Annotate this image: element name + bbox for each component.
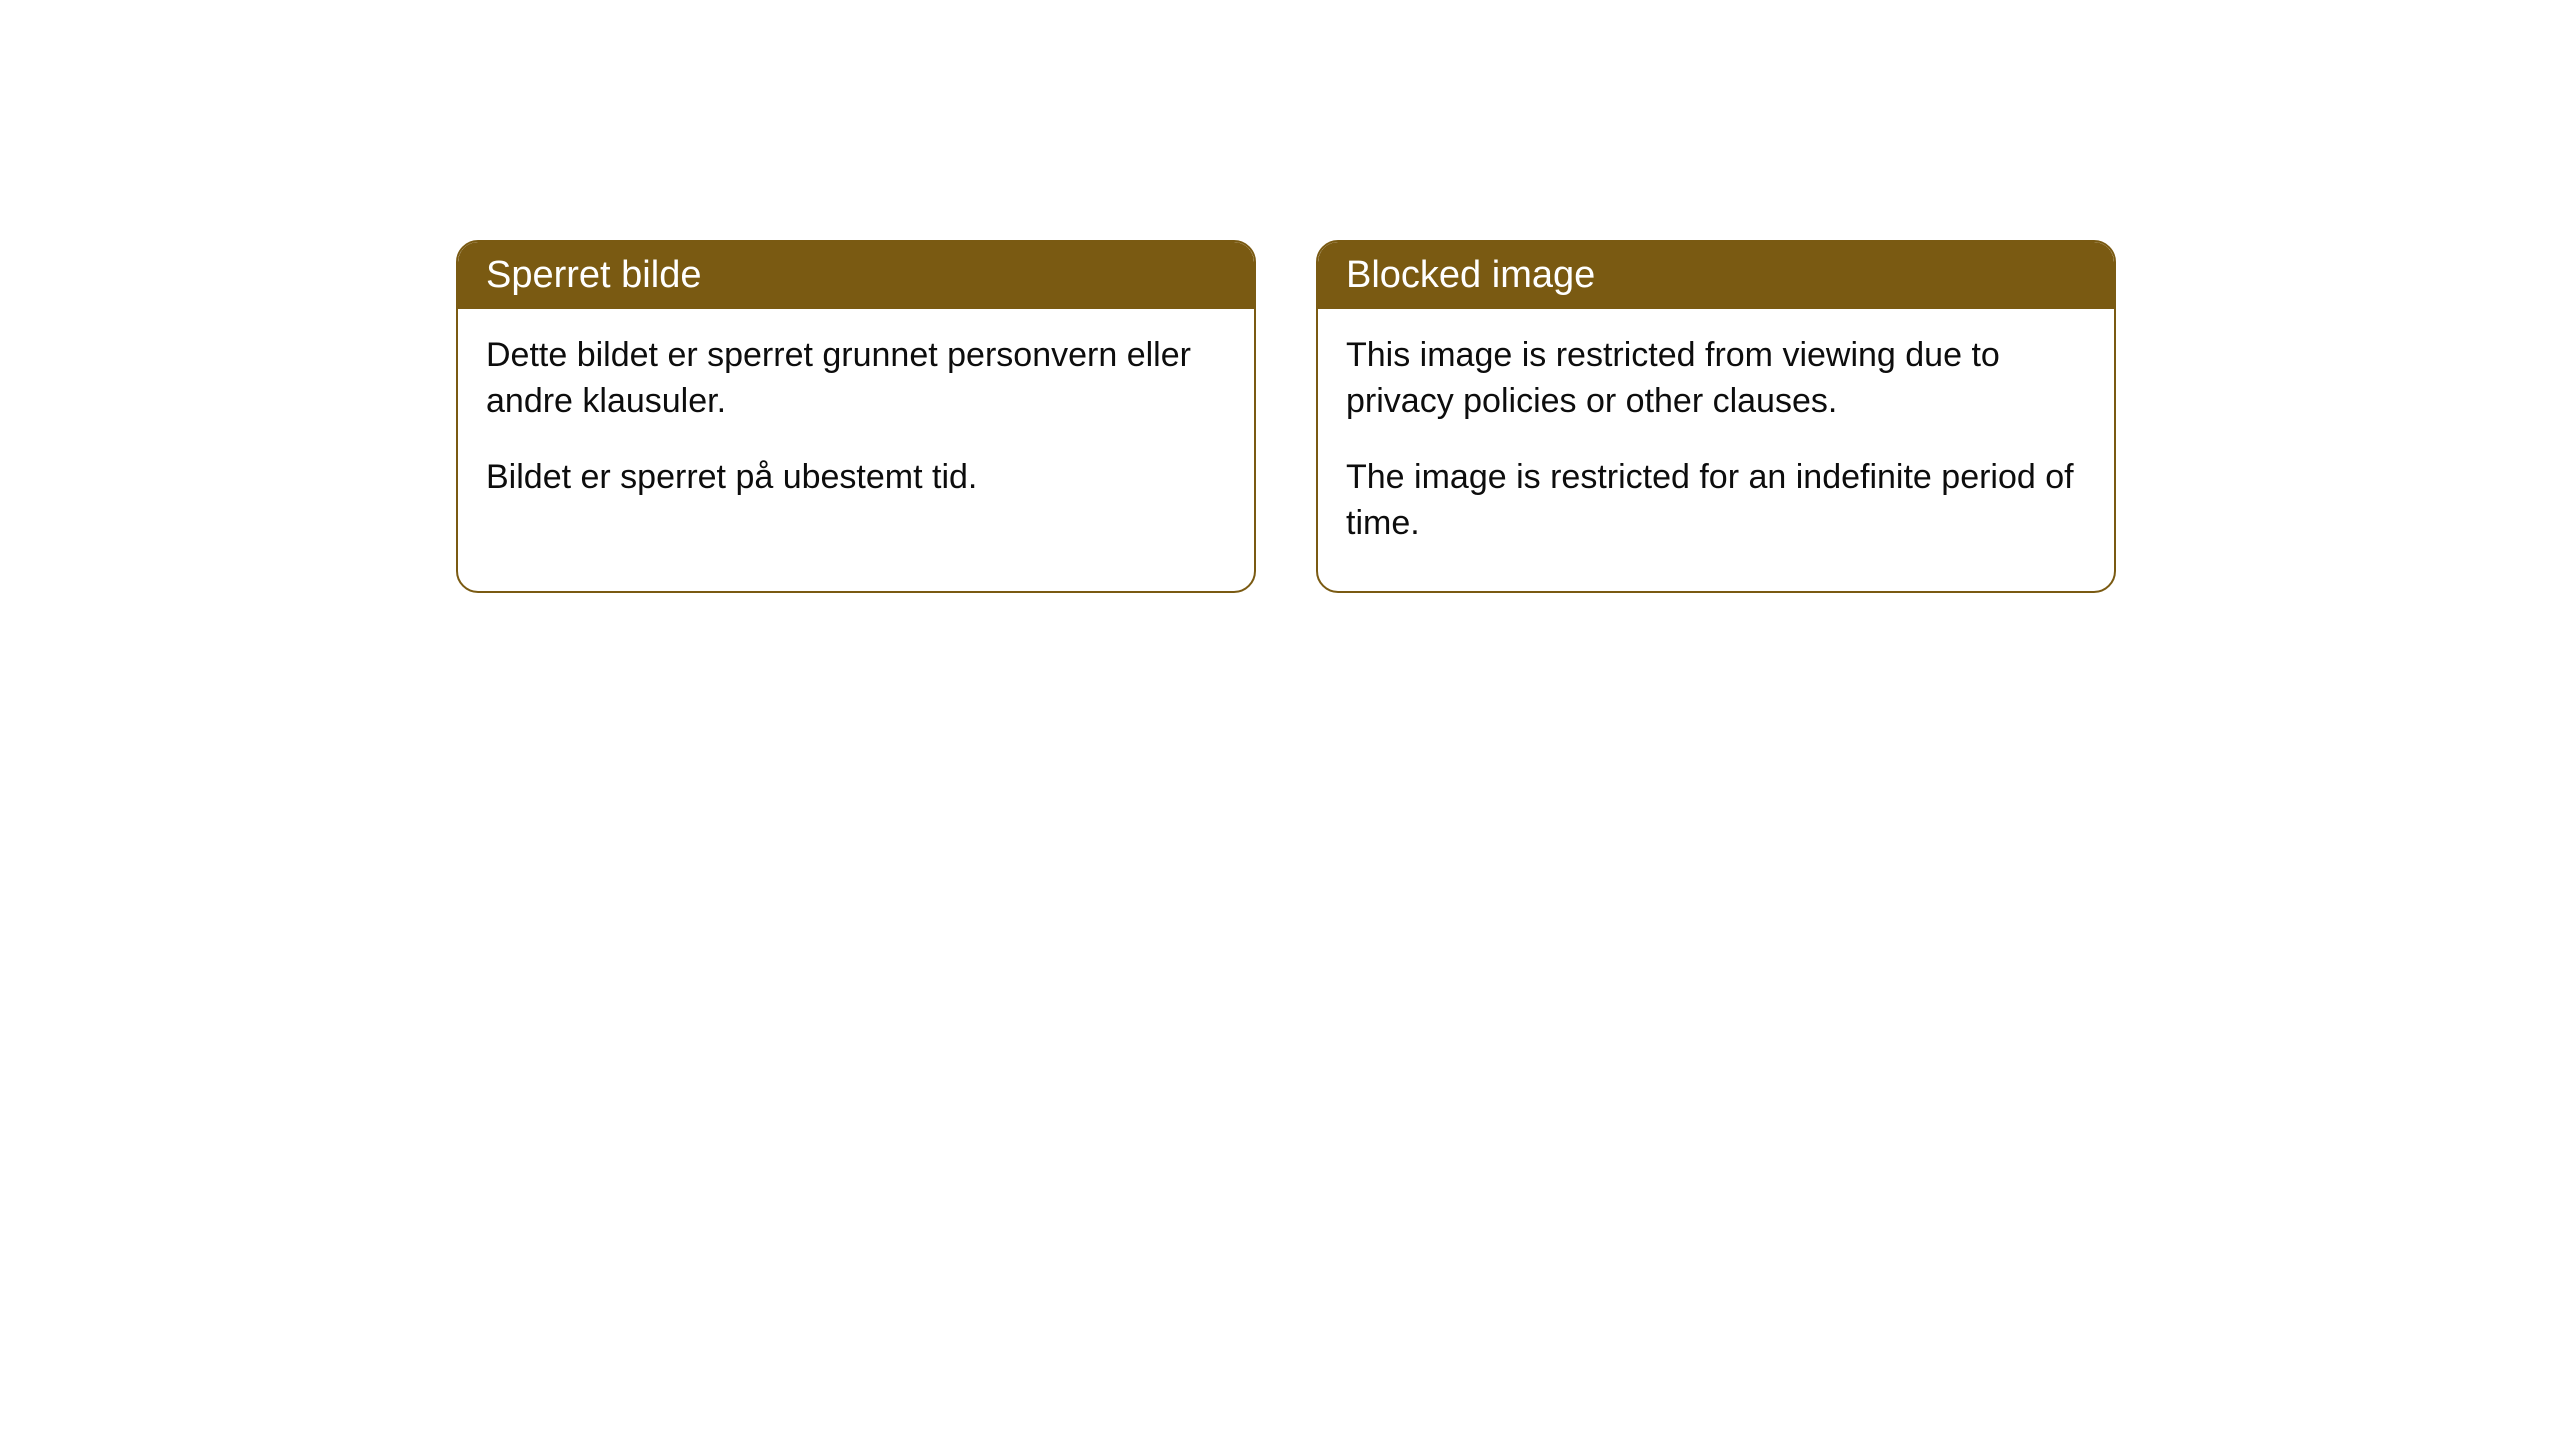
card-header: Blocked image [1318,242,2114,309]
card-paragraph: This image is restricted from viewing du… [1346,333,2086,425]
card-title: Sperret bilde [486,254,701,296]
card-header: Sperret bilde [458,242,1254,309]
card-title: Blocked image [1346,254,1595,296]
card-paragraph: Bildet er sperret på ubestemt tid. [486,455,1226,501]
card-blocked-nb: Sperret bilde Dette bildet er sperret gr… [456,240,1256,593]
cards-container: Sperret bilde Dette bildet er sperret gr… [0,0,2560,593]
card-body: Dette bildet er sperret grunnet personve… [458,309,1254,545]
card-paragraph: The image is restricted for an indefinit… [1346,455,2086,547]
card-blocked-en: Blocked image This image is restricted f… [1316,240,2116,593]
card-body: This image is restricted from viewing du… [1318,309,2114,591]
card-paragraph: Dette bildet er sperret grunnet personve… [486,333,1226,425]
